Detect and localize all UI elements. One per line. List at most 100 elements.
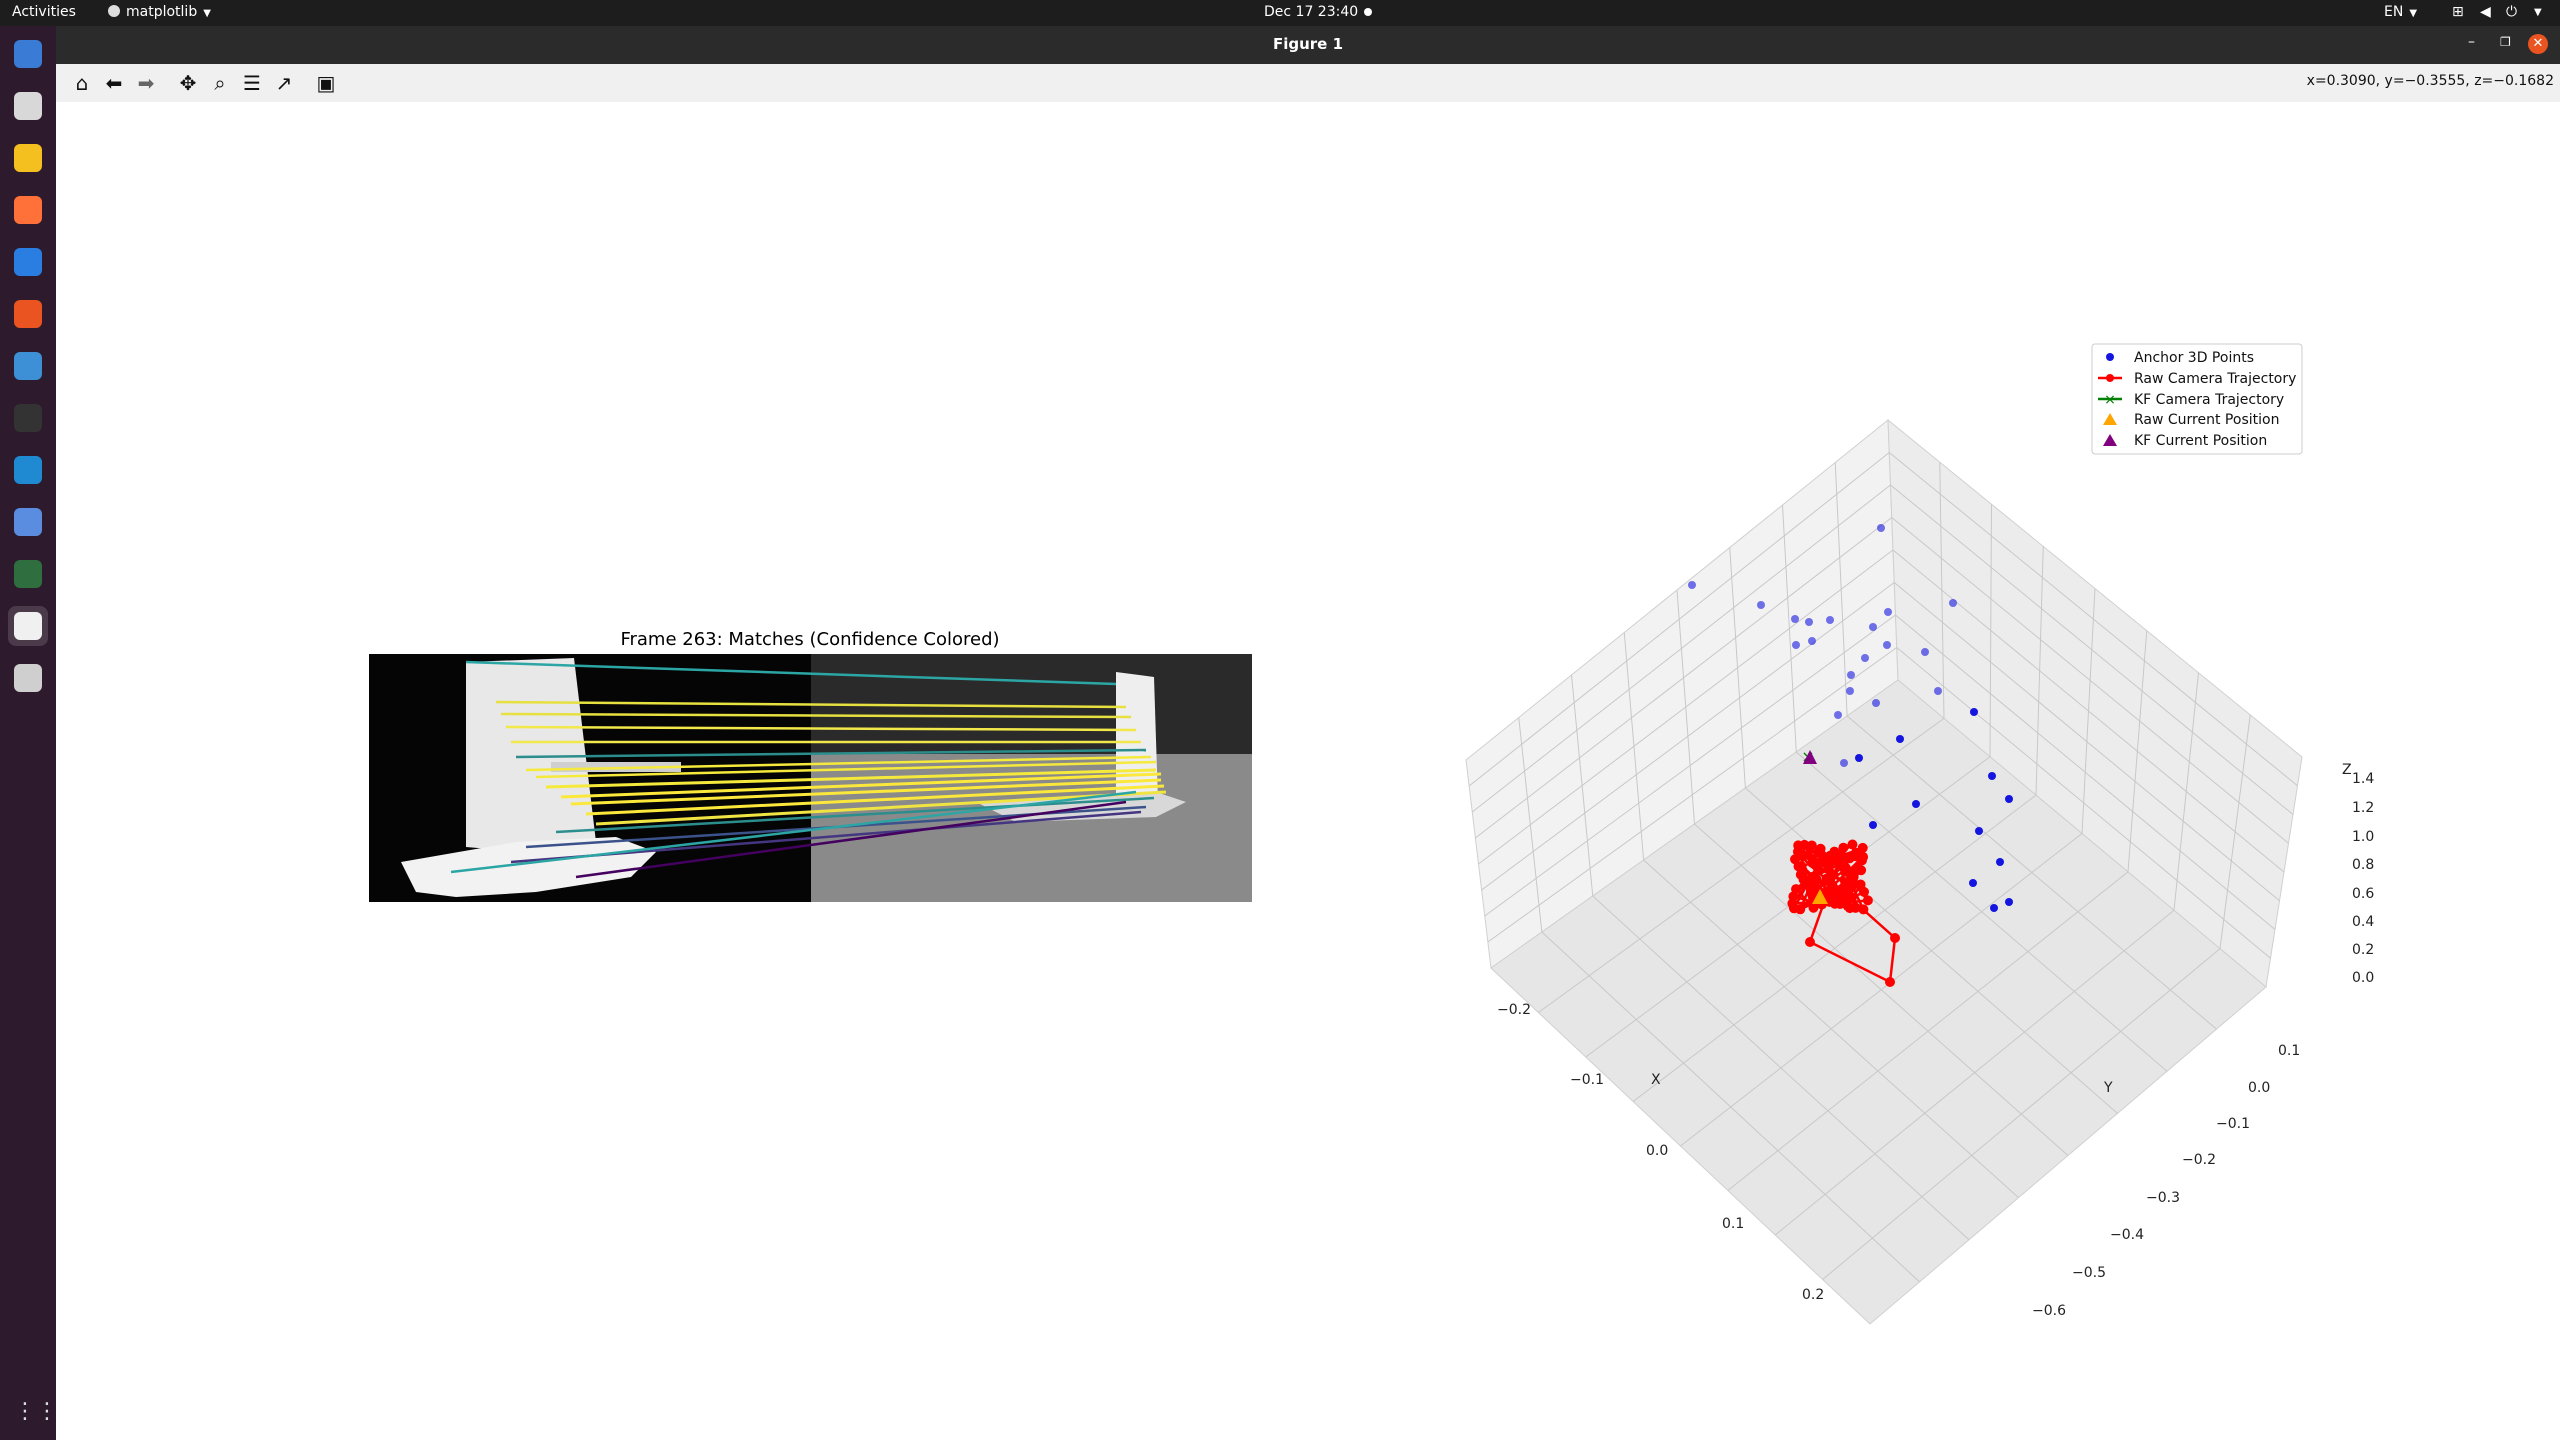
anchor-point	[1884, 608, 1892, 616]
raw-trajectory-point	[1842, 901, 1853, 912]
raw-trajectory-point	[1847, 839, 1858, 850]
pan-icon[interactable]: ✥	[179, 71, 197, 95]
anchor-point	[1834, 711, 1842, 719]
rhythmbox-icon[interactable]	[8, 138, 48, 178]
volume-icon[interactable]: ◀	[2480, 4, 2491, 20]
app-menu[interactable]: matplotlib ▼	[108, 4, 211, 20]
activities-button[interactable]: Activities	[12, 4, 76, 20]
raw-trajectory-point	[1806, 840, 1817, 851]
y-tick-label: −0.4	[2110, 1227, 2144, 1243]
system-menu-chevron-icon[interactable]: ▼	[2534, 7, 2542, 18]
raw-current-position	[1812, 889, 1828, 904]
x-tick-label: −0.1	[1570, 1072, 1604, 1088]
raw-trajectory-point	[1846, 893, 1857, 904]
anchor-point	[1877, 524, 1885, 532]
edit-axis-icon[interactable]: ↗	[275, 71, 293, 95]
anchor-point	[1896, 735, 1904, 743]
configure-icon[interactable]: ☰	[243, 71, 261, 95]
x-tick-label: 0.0	[1646, 1143, 1668, 1159]
anchor-point	[1949, 599, 1957, 607]
power-icon[interactable]: ⏻	[2506, 4, 2518, 20]
image-title: Frame 263: Matches (Confidence Colored)	[620, 629, 999, 650]
app-menu-icon	[108, 5, 120, 17]
screenshot-icon[interactable]	[8, 502, 48, 542]
raw-trajectory-point	[1808, 902, 1819, 913]
coordinate-readout: x=0.3090, y=−0.3555, z=−0.1682	[2306, 73, 2554, 89]
raw-trajectory-point	[1858, 904, 1869, 915]
anchor-point	[1846, 687, 1854, 695]
legend-marker-raw-current	[2103, 413, 2117, 425]
raw-trajectory-point	[1840, 877, 1851, 888]
language-indicator[interactable]: EN ▼	[2384, 4, 2417, 20]
anchor-point	[1688, 581, 1696, 589]
x-tick-label: 0.1	[1722, 1216, 1744, 1232]
anchor-point	[1988, 772, 1996, 780]
y-axis-label: Y	[2103, 1080, 2113, 1096]
raw-trajectory-point	[1805, 937, 1815, 947]
raw-trajectory-point	[1815, 843, 1826, 854]
figure-toolbar: ⌂ ⬅ ➡ ✥ ⌕ ☰ ↗ ▣ x=0.3090, y=−0.3555, z=−…	[56, 64, 2560, 103]
figure-canvas[interactable]: Frame 263: Matches (Confidence Colored)	[56, 102, 2560, 1440]
anchor-point	[1912, 800, 1920, 808]
legend-label: KF Camera Trajectory	[2134, 392, 2284, 408]
legend-label: KF Current Position	[2134, 433, 2267, 449]
raw-trajectory-point	[1857, 842, 1868, 853]
maximize-button[interactable]: ❐	[2500, 35, 2511, 49]
language-label: EN	[2384, 4, 2404, 20]
raw-trajectory-point	[1829, 855, 1840, 866]
anchor-point	[1791, 615, 1799, 623]
anchor-point	[1970, 708, 1978, 716]
dock: ⋮⋮⋮	[0, 26, 80, 1440]
matplotlib-icon[interactable]	[8, 606, 48, 646]
anchor-point	[2005, 795, 2013, 803]
z-tick-label: 1.0	[2352, 829, 2374, 845]
app-center-icon[interactable]	[8, 294, 48, 334]
raw-trajectory-point	[1807, 857, 1818, 868]
x-tick-label: −0.2	[1497, 1002, 1531, 1018]
firefox-icon[interactable]	[8, 190, 48, 230]
chevron-down-icon: ▼	[2409, 8, 2418, 19]
back-icon[interactable]: ⬅	[105, 71, 123, 95]
anchor-point	[1840, 759, 1848, 767]
disk-icon[interactable]	[8, 658, 48, 698]
legend-marker-kf-current	[2103, 434, 2117, 446]
terminal-icon[interactable]	[8, 398, 48, 438]
minimize-button[interactable]: –	[2468, 34, 2475, 50]
raw-trajectory-point	[1848, 872, 1859, 883]
clock[interactable]: Dec 17 23:40	[1264, 4, 1359, 20]
top-bar: Activities matplotlib ▼ Dec 17 23:40 EN ▼ …	[0, 0, 2560, 26]
anchor-point	[1934, 687, 1942, 695]
vscode-icon[interactable]	[8, 450, 48, 490]
anchor-point	[1855, 754, 1863, 762]
anchor-point	[1869, 623, 1877, 631]
anchor-point	[1975, 827, 1983, 835]
raw-trajectory-point	[1862, 895, 1873, 906]
anchor-point	[1969, 879, 1977, 887]
legend-marker-kf: ×	[2104, 392, 2116, 408]
raw-trajectory-point	[1840, 862, 1851, 873]
window-title: Figure 1	[1272, 35, 1344, 53]
help-icon[interactable]	[8, 346, 48, 386]
raw-trajectory-point	[1885, 977, 1895, 987]
raw-trajectory-point	[1825, 875, 1835, 885]
writer-icon[interactable]	[8, 242, 48, 282]
save-icon[interactable]: ▣	[316, 71, 336, 95]
z-tick-label: 1.4	[2352, 771, 2374, 787]
zoom-icon[interactable]: ⌕	[214, 71, 226, 95]
globe-icon[interactable]	[8, 554, 48, 594]
home-icon[interactable]: ⌂	[75, 71, 89, 95]
forward-icon[interactable]: ➡	[137, 71, 155, 95]
z-tick-label: 0.6	[2352, 886, 2374, 902]
files-icon[interactable]	[8, 86, 48, 126]
close-button[interactable]: ✕	[2528, 34, 2548, 54]
anchor-point	[1921, 648, 1929, 656]
show-apps-icon[interactable]: ⋮⋮⋮	[14, 1399, 80, 1424]
x-axis-label: X	[1651, 1072, 1661, 1088]
chevron-down-icon: ▼	[203, 8, 211, 19]
raw-trajectory-point	[1856, 865, 1867, 876]
raw-trajectory-point	[1858, 886, 1869, 897]
raw-trajectory-point	[1802, 849, 1813, 860]
network-icon[interactable]: ⊞	[2452, 4, 2464, 20]
raw-trajectory-point	[1791, 884, 1802, 895]
thunderbird-icon[interactable]	[8, 34, 48, 74]
